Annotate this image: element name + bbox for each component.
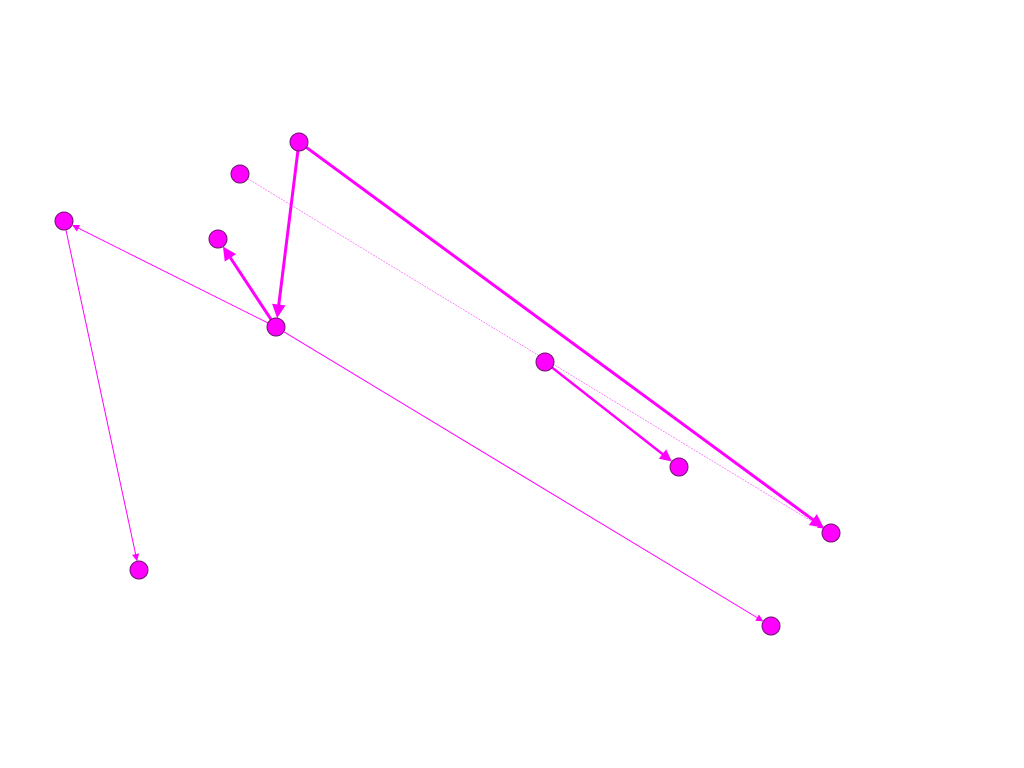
edge-n5-n4 — [227, 254, 273, 321]
graph-node-n10[interactable] — [761, 616, 781, 636]
edge-n2-n9 — [247, 178, 820, 527]
edge-n5-n10 — [283, 331, 759, 619]
graph-node-n2[interactable] — [230, 164, 250, 184]
edge-n1-n9 — [304, 145, 817, 523]
edge-n3-n8 — [65, 229, 137, 557]
arrowhead-n1-n5 — [272, 303, 286, 319]
edge-n1-n5 — [276, 149, 300, 309]
arrowhead-n6-n7 — [658, 449, 672, 462]
graph-node-n9[interactable] — [821, 523, 841, 543]
graph-node-n5[interactable] — [266, 317, 286, 337]
graph-node-n6[interactable] — [535, 352, 555, 372]
graph-node-n8[interactable] — [129, 560, 149, 580]
arrowhead-n2-n9 — [817, 523, 824, 529]
graph-node-n4[interactable] — [208, 229, 228, 249]
edge-n6-n7 — [550, 366, 666, 457]
arrowhead-n5-n3 — [72, 225, 81, 232]
arrowhead-n5-n10 — [755, 614, 764, 622]
arrowhead-n5-n4 — [222, 246, 237, 262]
nodes-layer — [54, 132, 841, 636]
edges-layer — [65, 145, 824, 622]
edge-n5-n3 — [76, 227, 269, 324]
arrowhead-n3-n8 — [132, 553, 140, 562]
graph-node-n7[interactable] — [669, 457, 689, 477]
graph-node-n1[interactable] — [289, 132, 309, 152]
graph-node-n3[interactable] — [54, 211, 74, 231]
